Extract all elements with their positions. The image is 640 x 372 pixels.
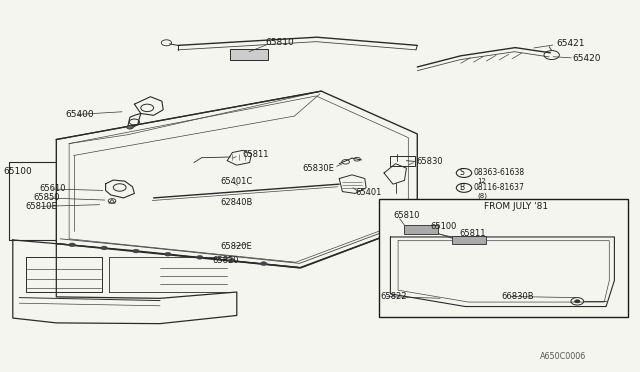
Circle shape [132,249,139,253]
Text: 65830E: 65830E [302,164,334,173]
Bar [230,49,268,60]
Text: 65822: 65822 [380,292,406,301]
Text: 65810: 65810 [266,38,294,47]
Circle shape [196,256,203,259]
Text: 65820E: 65820E [221,242,253,251]
Text: 65811: 65811 [459,229,485,238]
Bar [379,199,628,317]
Text: FROM JULY '81: FROM JULY '81 [484,202,548,211]
Text: B: B [459,183,464,192]
Bar [452,236,486,244]
Text: 65610: 65610 [40,185,66,193]
Circle shape [127,125,133,129]
Text: 12: 12 [477,178,486,184]
Text: A650C0006: A650C0006 [540,352,586,361]
Text: (8): (8) [477,193,488,199]
Circle shape [164,252,171,256]
Text: 65100: 65100 [3,167,32,176]
Text: 62840B: 62840B [221,198,253,207]
Text: 65400: 65400 [65,110,94,119]
Text: S: S [459,169,464,177]
Text: 65421: 65421 [557,39,586,48]
Bar [404,225,438,234]
Text: 65830: 65830 [416,157,443,166]
Text: 65820: 65820 [212,256,239,265]
Text: 65811: 65811 [242,150,268,159]
Text: 66830B: 66830B [502,292,534,301]
Circle shape [260,262,267,266]
Text: 65401: 65401 [356,188,382,197]
Circle shape [575,300,580,303]
Text: 65401C: 65401C [221,177,253,186]
Bar [390,156,415,166]
Circle shape [101,246,108,250]
Text: 65850: 65850 [33,193,60,202]
Circle shape [69,243,76,247]
Text: 65420: 65420 [573,54,602,62]
Text: 08116-81637: 08116-81637 [474,183,524,192]
Text: 65810: 65810 [393,211,419,220]
Text: 65810E: 65810E [26,202,58,211]
Text: 65100: 65100 [430,222,456,231]
Text: 08363-61638: 08363-61638 [474,169,525,177]
Circle shape [228,259,235,262]
